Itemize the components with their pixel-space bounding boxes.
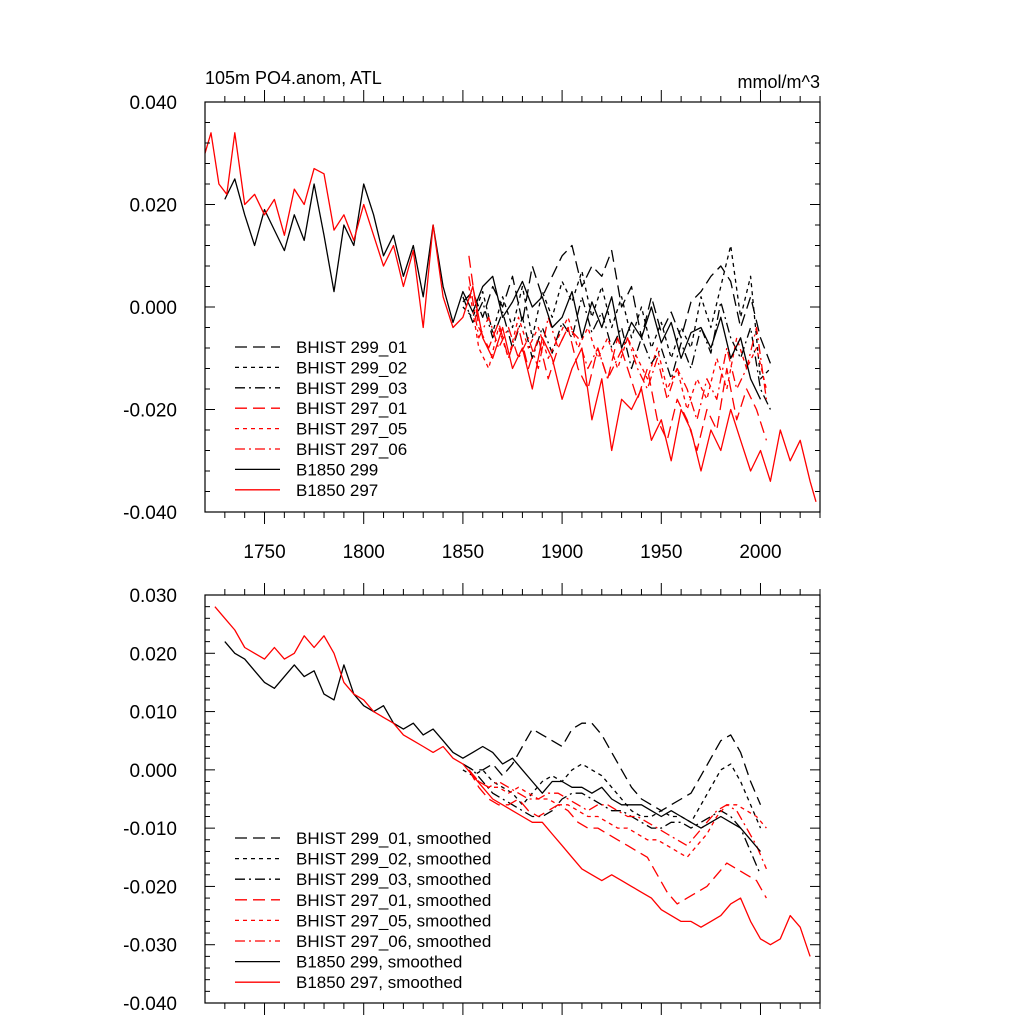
bottom-panel: 0.030 0.020 0.010 0.000 -0.010 -0.020 -0.030 -0… [123, 583, 821, 1015]
series-line-bhist-297-01-smoothed [468, 769, 767, 905]
legend-label: BHIST 299_03 [296, 379, 407, 398]
legend-label: B1850 299, smoothed [296, 953, 462, 972]
series-line-b1850-297 [204, 132, 817, 502]
legend-label: B1850 299 [296, 460, 378, 479]
x-tick-label: 1950 [640, 542, 682, 563]
series-line-bhist-299-03-smoothed [462, 763, 762, 876]
y-tick-label: 0.030 [129, 586, 177, 607]
legend-label: BHIST 299_02, smoothed [296, 850, 491, 869]
y-tick-label: 0.000 [129, 761, 177, 782]
x-tick-label: 1900 [541, 542, 583, 563]
x-tick-label: 2000 [739, 542, 781, 563]
top-panel-units: mmol/m^3 [738, 72, 820, 92]
legend-label: B1850 297, smoothed [296, 973, 462, 992]
y-tick-label: -0.030 [123, 936, 177, 957]
series-line-bhist-299-01-smoothed [462, 722, 762, 812]
series-line-bhist-297-05-smoothed [468, 769, 767, 858]
y-tick-label: 0.020 [129, 196, 177, 217]
series-line-bhist-299-03 [462, 296, 771, 410]
legend-label: BHIST 297_01 [296, 399, 407, 418]
legend-label: BHIST 297_05 [296, 420, 407, 439]
top-panel-title: 105m PO4.anom, ATL [205, 68, 382, 88]
x-tick-label: 1850 [442, 542, 484, 563]
legend-label: BHIST 299_01, smoothed [296, 829, 491, 848]
series-line-bhist-297-06 [468, 276, 768, 421]
bottom-panel-legend: BHIST 299_01, smoothed BHIST 299_02, smoo… [235, 829, 491, 992]
bottom-panel-ticks: 0.030 0.020 0.010 0.000 -0.010 -0.020 -0.030 -0… [123, 583, 821, 1015]
series-line-bhist-299-02 [462, 244, 771, 380]
legend-label: B1850 297 [296, 481, 378, 500]
legend-label: BHIST 297_06 [296, 440, 407, 459]
bottom-panel-series-group [214, 606, 811, 957]
y-tick-label: 0.000 [129, 298, 177, 319]
y-tick-label: -0.020 [123, 877, 177, 898]
x-tick-label: 1750 [243, 542, 285, 563]
bottom-panel-frame [204, 594, 821, 1004]
series-line-bhist-297-06-smoothed [468, 769, 767, 870]
series-line-bhist-297-01 [468, 255, 768, 452]
legend-label: BHIST 297_01, smoothed [296, 891, 491, 910]
y-tick-label: 0.010 [129, 703, 177, 724]
series-line-bhist-299-01 [462, 244, 772, 364]
y-tick-label: -0.040 [123, 994, 177, 1015]
series-line-b1850-297-smoothed [214, 606, 811, 957]
series-line-b1850-299-smoothed [224, 641, 761, 852]
legend-label: BHIST 299_02 [296, 358, 407, 377]
y-tick-label: 0.040 [129, 93, 177, 114]
top-panel-ticks: 0.040 0.020 0.000 -0.020 -0.040 1750 1800 1850 1… [123, 90, 821, 563]
top-panel: 105m PO4.anom, ATL mmol/m^3 0.0400.0200.… [123, 68, 821, 563]
y-tick-label: 0.020 [129, 644, 177, 665]
y-tick-label: -0.040 [123, 503, 177, 524]
y-tick-label: -0.010 [123, 819, 177, 840]
y-tick-label: -0.020 [123, 401, 177, 422]
top-panel-series-group [204, 132, 817, 502]
series-line-b1850-299 [224, 178, 762, 400]
legend-label: BHIST 299_03, smoothed [296, 870, 491, 889]
legend-label: BHIST 299_01 [296, 338, 407, 357]
series-line-bhist-299-02-smoothed [462, 763, 762, 829]
legend-label: BHIST 297_06, smoothed [296, 932, 491, 951]
x-tick-label: 1800 [343, 542, 385, 563]
series-line-bhist-297-05 [468, 286, 768, 411]
legend-label: BHIST 297_05, smoothed [296, 911, 491, 930]
